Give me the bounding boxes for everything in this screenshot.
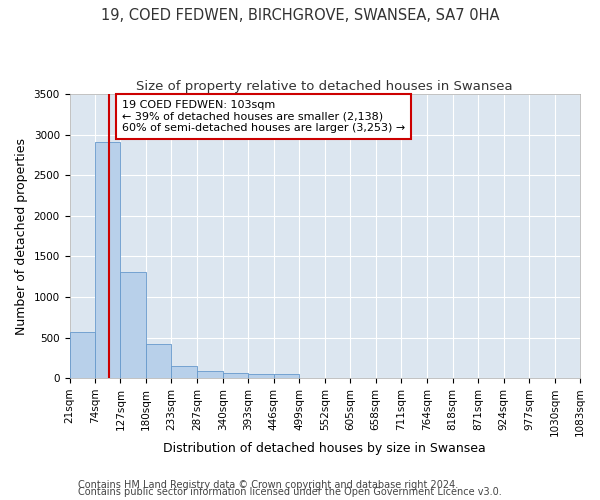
Bar <box>197 371 223 378</box>
Bar <box>70 332 95 378</box>
Bar <box>172 366 197 378</box>
Text: 19 COED FEDWEN: 103sqm
← 39% of detached houses are smaller (2,138)
60% of semi-: 19 COED FEDWEN: 103sqm ← 39% of detached… <box>122 100 405 133</box>
Title: Size of property relative to detached houses in Swansea: Size of property relative to detached ho… <box>136 80 513 93</box>
Y-axis label: Number of detached properties: Number of detached properties <box>15 138 28 334</box>
Text: Contains HM Land Registry data © Crown copyright and database right 2024.: Contains HM Land Registry data © Crown c… <box>78 480 458 490</box>
Bar <box>274 374 299 378</box>
Text: 19, COED FEDWEN, BIRCHGROVE, SWANSEA, SA7 0HA: 19, COED FEDWEN, BIRCHGROVE, SWANSEA, SA… <box>101 8 499 22</box>
Text: Contains public sector information licensed under the Open Government Licence v3: Contains public sector information licen… <box>78 487 502 497</box>
Bar <box>223 373 248 378</box>
Bar <box>95 142 121 378</box>
Bar <box>146 344 172 378</box>
Bar <box>121 272 146 378</box>
X-axis label: Distribution of detached houses by size in Swansea: Distribution of detached houses by size … <box>163 442 486 455</box>
Bar <box>248 374 274 378</box>
